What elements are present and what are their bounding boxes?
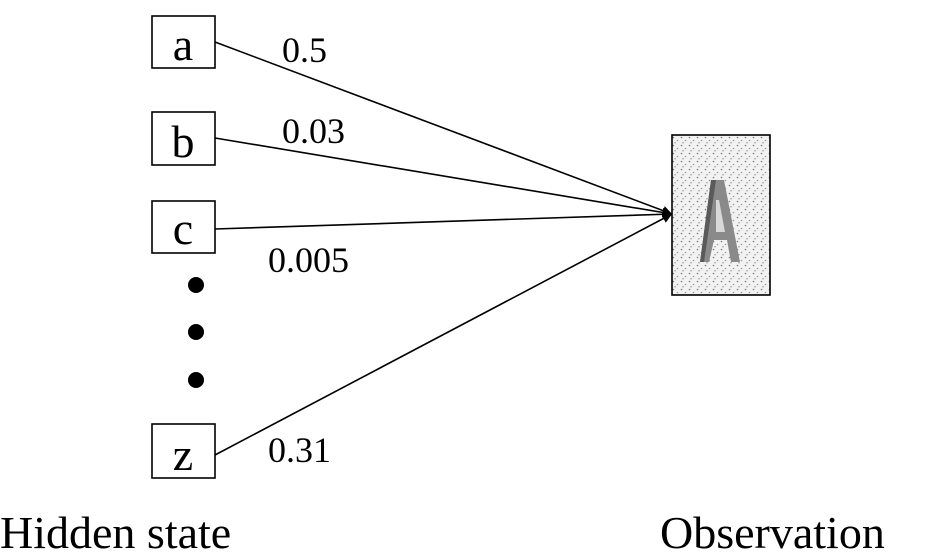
state-box (151, 423, 216, 479)
state-box (151, 15, 216, 69)
edge-label: 0.005 (268, 240, 349, 280)
edge (214, 209, 673, 230)
state-label: c (173, 203, 193, 254)
edge-label: 0.03 (282, 111, 345, 151)
state-label: a (173, 19, 193, 70)
caption: Hidden state (0, 507, 231, 558)
ellipsis-dot (188, 277, 204, 293)
state-box (151, 200, 216, 254)
edge (214, 137, 673, 218)
edge (214, 213, 673, 456)
edge-label: 0.31 (268, 430, 331, 470)
ellipsis-dot (188, 372, 204, 388)
edge (214, 41, 673, 216)
state-box (151, 111, 216, 166)
state-label: b (172, 116, 195, 167)
ellipsis-dot (188, 324, 204, 340)
edge-label: 0.5 (282, 30, 327, 70)
caption: Observation (660, 507, 885, 558)
observation-glyph (700, 180, 740, 262)
edges (214, 41, 673, 456)
state-label: z (173, 429, 193, 480)
